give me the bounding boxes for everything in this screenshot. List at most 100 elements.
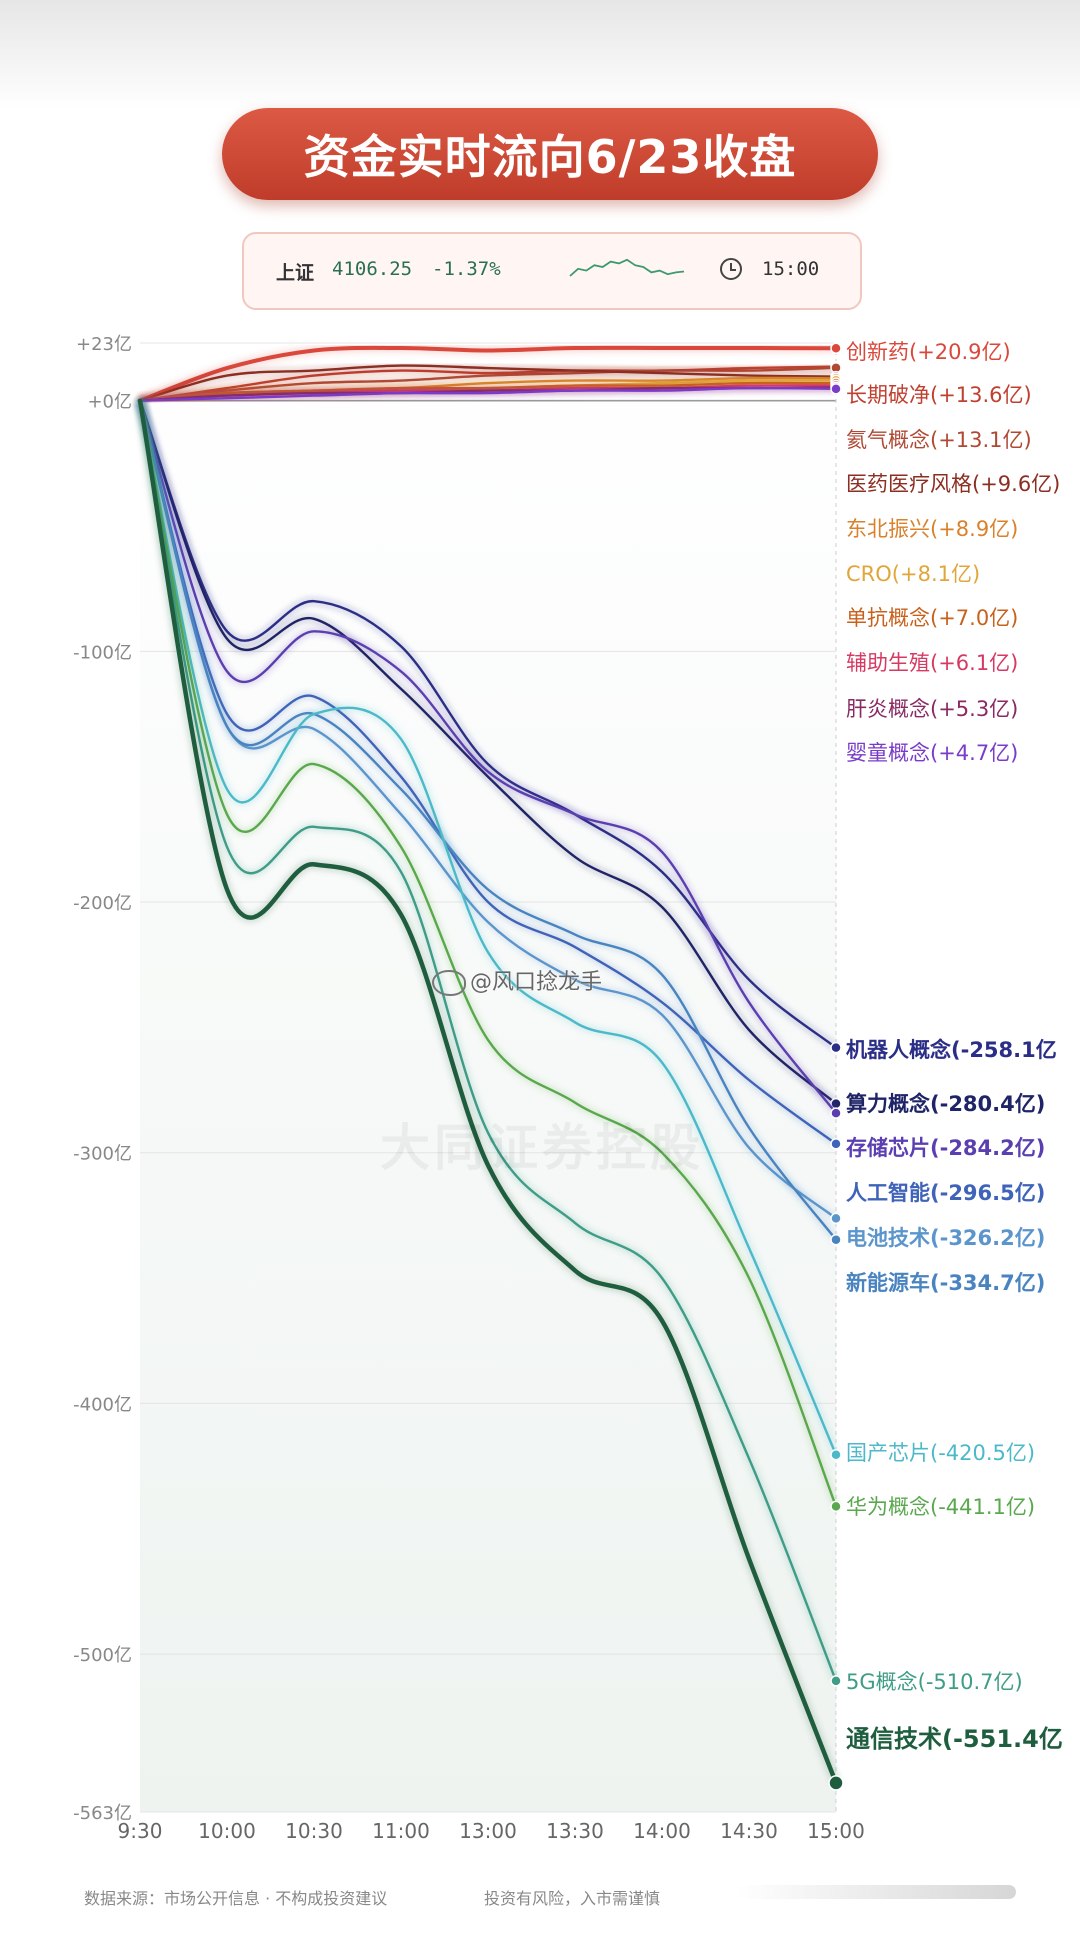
series-line xyxy=(138,399,838,1683)
series-label: 电池技术(-326.2亿) xyxy=(846,1226,1045,1250)
series-end-point xyxy=(830,383,842,395)
series-value: (+7.0亿) xyxy=(930,606,1018,630)
sparkline-path xyxy=(569,258,685,277)
series-value: (-296.5亿) xyxy=(930,1181,1045,1205)
weibo-icon xyxy=(432,970,466,996)
series-name: CRO xyxy=(846,562,892,586)
series-name: 肝炎概念 xyxy=(846,697,930,721)
series-name: 存储芯片 xyxy=(846,1136,930,1160)
y-tick-label: +0亿 xyxy=(87,392,132,413)
series-value: (-326.2亿) xyxy=(930,1226,1045,1250)
index-change: -1.37% xyxy=(432,258,501,280)
series-name: 人工智能 xyxy=(846,1181,930,1205)
series-name: 华为概念 xyxy=(846,1495,930,1519)
series-end-point xyxy=(830,1233,842,1246)
series-name: 新能源车 xyxy=(846,1271,930,1295)
series-label: 医药医疗风格(+9.6亿) xyxy=(846,472,1060,496)
series-value: (+8.9亿) xyxy=(930,517,1018,541)
footer-source: 数据来源：市场公开信息 · 不构成投资建议 xyxy=(84,1889,388,1908)
series-label: 国产芯片(-420.5亿) xyxy=(846,1441,1035,1465)
series-line xyxy=(138,386,838,402)
x-tick-label: 14:30 xyxy=(720,1819,778,1843)
x-tick-label: 14:00 xyxy=(633,1819,691,1843)
series-end-point xyxy=(830,1675,842,1687)
series-value: (+5.3亿) xyxy=(930,697,1018,721)
series-name: 创新药 xyxy=(846,340,909,364)
series-value: (+13.1亿) xyxy=(930,428,1032,452)
series-value: (-441.1亿) xyxy=(930,1495,1035,1519)
series-value: (-280.4亿) xyxy=(930,1092,1045,1116)
series-name: 东北振兴 xyxy=(846,517,930,541)
series-value: (-510.7亿) xyxy=(918,1670,1023,1694)
series-value: (+13.6亿) xyxy=(930,383,1032,407)
series-value: (-284.2亿) xyxy=(930,1136,1045,1160)
y-tick-label: -100亿 xyxy=(73,642,132,663)
series-name: 算力概念 xyxy=(846,1092,930,1116)
series-label: 通信技术(-551.4亿 xyxy=(846,1725,1063,1753)
plot-background xyxy=(140,343,836,1812)
series-label: CRO(+8.1亿) xyxy=(846,562,980,586)
y-tick-label: -400亿 xyxy=(73,1394,132,1415)
index-ticker: 上证 4106.25 -1.37% 15:00 xyxy=(242,232,862,310)
series-label: 长期破净(+13.6亿) xyxy=(846,383,1032,407)
series-label: 辅助生殖(+6.1亿) xyxy=(846,651,1018,675)
series-label: 华为概念(-441.1亿) xyxy=(846,1495,1035,1519)
series-value: (+6.1亿) xyxy=(930,651,1018,675)
top-shade xyxy=(0,0,1080,110)
faint-watermark: 大同证券控股 xyxy=(380,1119,704,1177)
series-value: (+20.9亿) xyxy=(909,340,1011,364)
y-tick-label: -200亿 xyxy=(73,893,132,914)
series-label: 算力概念(-280.4亿) xyxy=(846,1092,1045,1116)
y-tick-label: +23亿 xyxy=(76,334,132,355)
index-time: 15:00 xyxy=(762,258,820,280)
footer-bar xyxy=(736,1885,1016,1899)
x-tick-label: 9:30 xyxy=(118,1819,163,1843)
series-name: 机器人概念 xyxy=(846,1038,951,1062)
x-tick-label: 15:00 xyxy=(807,1819,865,1843)
series-label: 人工智能(-296.5亿) xyxy=(846,1181,1045,1205)
y-tick-label: -563亿 xyxy=(73,1803,132,1824)
x-tick-label: 10:00 xyxy=(198,1819,256,1843)
series-end-point xyxy=(830,1041,842,1054)
series-value: (+4.7亿) xyxy=(930,741,1018,765)
footer-risk: 投资有风险，入市需谨慎 xyxy=(484,1889,661,1908)
series-line xyxy=(138,399,838,1456)
y-tick-label: -300亿 xyxy=(73,1144,132,1165)
series-value: (+8.1亿) xyxy=(892,562,980,586)
series-value: (-334.7亿) xyxy=(930,1271,1045,1295)
series-name: 医药医疗风格 xyxy=(846,472,972,496)
series-name: 长期破净 xyxy=(846,383,930,407)
series-line xyxy=(137,398,839,1786)
series-label: 单抗概念(+7.0亿) xyxy=(846,606,1018,630)
index-name: 上证 xyxy=(276,262,315,284)
series-line xyxy=(138,345,838,403)
series-value: (-420.5亿) xyxy=(930,1441,1035,1465)
x-tick-label: 13:00 xyxy=(459,1819,517,1843)
series-label: 存储芯片(-284.2亿) xyxy=(846,1136,1045,1160)
y-tick-label: -500亿 xyxy=(73,1645,132,1666)
series-end-point xyxy=(830,1449,842,1461)
index-sparkline xyxy=(569,258,685,277)
series-label: 东北振兴(+8.9亿) xyxy=(846,517,1018,541)
series-label: 5G概念(-510.7亿) xyxy=(846,1670,1023,1694)
series-label: 氦气概念(+13.1亿) xyxy=(846,428,1032,452)
series-end-point xyxy=(830,1107,842,1119)
series-value: (-551.4亿 xyxy=(942,1725,1063,1753)
series-end-point xyxy=(830,342,842,355)
series-end-point xyxy=(830,1212,842,1225)
series-name: 电池技术 xyxy=(846,1226,930,1250)
page-title: 资金实时流向6/23收盘 xyxy=(222,108,878,200)
series-label: 肝炎概念(+5.3亿) xyxy=(846,697,1018,721)
series-name: 通信技术 xyxy=(846,1725,942,1753)
series-end-point xyxy=(830,1500,842,1513)
series-name: 单抗概念 xyxy=(846,606,930,630)
series-label: 婴童概念(+4.7亿) xyxy=(846,741,1018,765)
series-line xyxy=(138,364,838,402)
series-line xyxy=(138,366,838,402)
series-label: 创新药(+20.9亿) xyxy=(846,340,1011,364)
x-tick-label: 11:00 xyxy=(372,1819,430,1843)
series-name: 氦气概念 xyxy=(846,428,930,452)
series-name: 5G概念 xyxy=(846,1670,918,1694)
series-line xyxy=(138,399,838,1241)
